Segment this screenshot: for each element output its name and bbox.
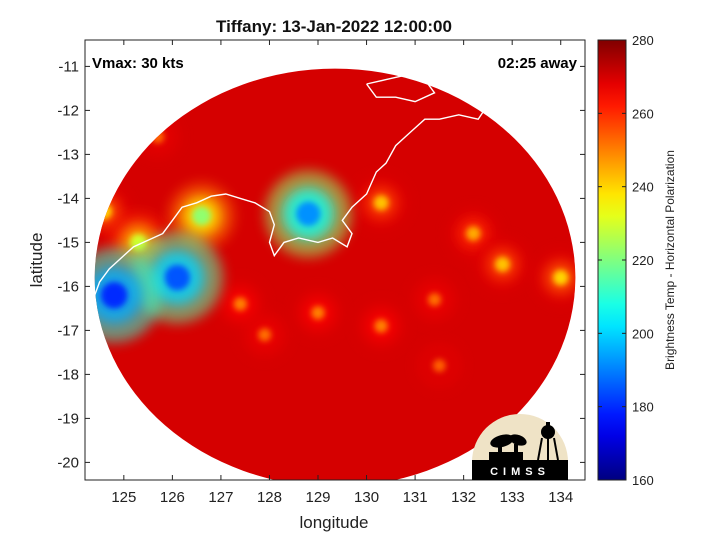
- convection-features: [94, 113, 576, 389]
- y-axis: -11 -12 -13 -14 -15 -16 -17 -18 -19 -20: [57, 58, 585, 471]
- y-tick-label: -15: [57, 234, 79, 251]
- colorbar-label: Brightness Temp - Horizontal Polarizatio…: [663, 150, 677, 370]
- x-tick-label: 134: [548, 489, 573, 506]
- x-tick-label: 129: [305, 489, 330, 506]
- colorbar-tick-label: 280: [632, 33, 654, 48]
- cimss-logo: CIMSS: [472, 414, 568, 480]
- logo-text: CIMSS: [490, 466, 550, 478]
- feature-patch-127e: [216, 280, 265, 328]
- feature-cold-core-west: [94, 247, 162, 343]
- coastline: [85, 74, 585, 302]
- y-tick-label: -14: [57, 190, 79, 207]
- colorbar-tick-label: 180: [632, 400, 654, 415]
- x-tick-label: 126: [160, 489, 185, 506]
- feature-patch-131-5e: [416, 342, 463, 389]
- colorbar-tick-label: 220: [632, 253, 654, 268]
- y-tick-label: -12: [57, 102, 79, 119]
- x-tick-label: 130: [354, 489, 379, 506]
- feature-band-131e: [411, 276, 458, 323]
- colorbar-tick-label: 160: [632, 473, 654, 488]
- y-tick-label: -18: [57, 366, 79, 383]
- chart-title: Tiffany: 13-Jan-2022 12:00:00: [216, 17, 452, 36]
- feature-cold-core-north: [264, 170, 352, 258]
- feature-band-130e: [357, 302, 406, 350]
- x-tick-label: 128: [257, 489, 282, 506]
- y-axis-label: latitude: [27, 233, 46, 288]
- plot-area: [85, 40, 585, 480]
- x-tick-label: 127: [208, 489, 233, 506]
- y-tick-label: -20: [57, 454, 79, 471]
- colorbar-ticks: 160 180 200 220 240 260 280: [598, 33, 654, 488]
- colorbar-tick-label: 200: [632, 326, 654, 341]
- x-axis-label: longitude: [299, 513, 368, 532]
- feature-band-129e: [294, 288, 343, 337]
- colorbar: [597, 39, 627, 481]
- feature-cell-134-0e: [533, 250, 576, 305]
- y-tick-label: -11: [58, 58, 79, 75]
- y-tick-label: -17: [57, 322, 79, 339]
- x-axis: 125 126 127 128 129 130 131 132 133 134: [111, 40, 573, 506]
- time-away-annotation: 02:25 away: [498, 55, 578, 72]
- coastline-segment: [85, 83, 585, 302]
- plot-frame: [84, 39, 586, 481]
- colorbar-tick-label: 260: [632, 106, 654, 121]
- y-tick-label: -19: [57, 410, 79, 427]
- x-tick-label: 125: [111, 489, 136, 506]
- x-tick-label: 132: [451, 489, 476, 506]
- vmax-annotation: Vmax: 30 kts: [92, 55, 184, 72]
- feature-cell-132-8e: [475, 237, 530, 292]
- colorbar-tick-label: 240: [632, 180, 654, 195]
- y-tick-label: -16: [57, 278, 79, 295]
- x-tick-label: 131: [403, 489, 428, 506]
- coastline-segment: [366, 74, 436, 103]
- y-tick-label: -13: [57, 146, 79, 163]
- x-tick-label: 133: [500, 489, 525, 506]
- feature-cell-130-3e: [354, 176, 408, 230]
